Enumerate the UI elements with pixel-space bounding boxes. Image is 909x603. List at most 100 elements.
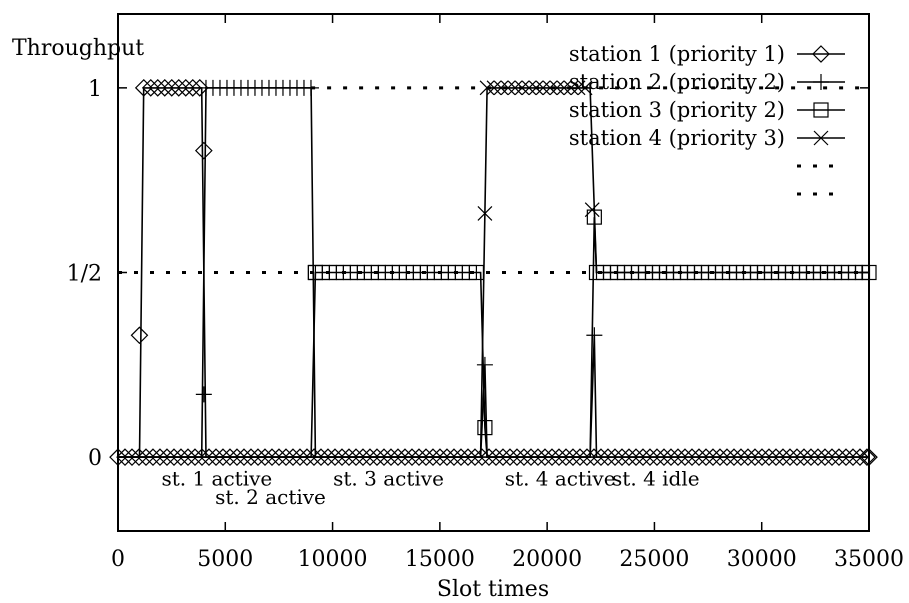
station1-marker-band-zero-49 — [452, 448, 470, 466]
station1-marker-band-zero-69 — [592, 448, 610, 466]
station1-marker-band-zero-81 — [676, 448, 694, 466]
series-markers — [109, 79, 878, 466]
station4-marker-band-high-6 — [521, 80, 537, 96]
station4-marker-band-high-0 — [479, 80, 495, 96]
station1-marker-band-zero-67 — [578, 448, 596, 466]
station1-marker-band-zero-103 — [830, 448, 848, 466]
station4-marker-band-high-4 — [507, 80, 523, 96]
station1-marker-band-zero-51 — [466, 448, 484, 466]
station3-marker-band-a-23 — [468, 264, 485, 281]
station1-marker-band-zero-63 — [550, 448, 568, 466]
station1-marker-band-zero-0 — [109, 448, 127, 466]
station1-marker-band-zero-70 — [599, 448, 617, 466]
station1-marker-band-zero-83 — [690, 448, 708, 466]
station1-marker-band-zero-57 — [508, 448, 526, 466]
station1-marker-band-zero-75 — [634, 448, 652, 466]
station1-marker-band-zero-32 — [333, 448, 351, 466]
station1-marker-band-zero-96 — [781, 448, 799, 466]
station4-marker-band-high-5 — [514, 80, 530, 96]
x-axis-title: Slot times — [437, 577, 549, 602]
station1-marker-band-zero-77 — [648, 448, 666, 466]
station4-marker-band-high-8 — [535, 80, 551, 96]
station1-marker-band-zero-52 — [473, 448, 491, 466]
station1-marker-band-zero-97 — [788, 448, 806, 466]
x-tick-label-6: 30000 — [727, 547, 797, 572]
station1-marker-band-zero-35 — [354, 448, 372, 466]
station1-marker-band-zero-8 — [165, 448, 183, 466]
station1-marker-band-zero-68 — [585, 448, 603, 466]
legend-marker-1 — [813, 74, 829, 90]
station1-marker-band-zero-60 — [529, 448, 547, 466]
station1-marker-band-zero-62 — [543, 448, 561, 466]
station1-marker-band-zero-66 — [571, 448, 589, 466]
station1-marker-band-zero-86 — [711, 448, 729, 466]
station1-marker-band-zero-106 — [851, 448, 869, 466]
station1-marker-band-zero-1 — [116, 448, 134, 466]
station4-marker-band-high-2 — [493, 80, 509, 96]
station1-marker-band-zero-92 — [753, 448, 771, 466]
x-tick-label-1: 5000 — [197, 547, 253, 572]
station1-marker-band-zero-107 — [858, 448, 876, 466]
station1-marker-band-high-3 — [155, 79, 174, 97]
station1-marker-band-zero-98 — [795, 448, 813, 466]
x-tick-label-4: 20000 — [512, 547, 582, 572]
station1-marker-band-zero-36 — [361, 448, 379, 466]
station1-marker-band-zero-94 — [767, 448, 785, 466]
station1-marker-band-zero-80 — [669, 448, 687, 466]
station1-marker-band-high-8 — [190, 79, 209, 97]
station4-marker-band-high-3 — [500, 80, 516, 96]
y-tick-label-0: 0 — [88, 446, 102, 471]
station1-marker-band-zero-9 — [172, 448, 190, 466]
series-1-marker-1 — [476, 356, 493, 373]
station4-marker-band-high-1 — [486, 80, 502, 96]
legend-marker-0 — [812, 45, 830, 63]
series-3-marker-0 — [477, 205, 493, 221]
station1-marker-band-zero-100 — [809, 448, 827, 466]
station1-marker-band-zero-28 — [305, 448, 323, 466]
station1-marker-band-zero-15 — [214, 448, 232, 466]
legend-entry-1: station 2 (priority 2) — [569, 70, 785, 94]
station1-marker-band-zero-46 — [431, 448, 449, 466]
station1-marker-band-zero-59 — [522, 448, 540, 466]
station1-marker-band-zero-105 — [844, 448, 862, 466]
station1-marker-band-zero-101 — [816, 448, 834, 466]
station1-marker-band-zero-3 — [130, 448, 148, 466]
station1-marker-band-high-6 — [176, 79, 195, 97]
annotation-1: st. 3 active — [333, 466, 444, 490]
series-2-marker-0 — [307, 264, 324, 281]
station1-marker-band-zero-54 — [487, 448, 505, 466]
station1-marker-band-zero-61 — [536, 448, 554, 466]
station1-marker-band-zero-50 — [459, 448, 477, 466]
station1-marker-band-zero-7 — [158, 448, 176, 466]
station1-marker-band-zero-76 — [641, 448, 659, 466]
station4-marker-band-high-12 — [563, 80, 579, 96]
station1-marker-band-zero-89 — [732, 448, 750, 466]
series-0-marker-1 — [194, 141, 213, 160]
station1-marker-band-zero-4 — [137, 448, 155, 466]
series-1-marker-0 — [195, 386, 212, 403]
legend-marker-3 — [813, 130, 829, 146]
station1-marker-band-high-4 — [162, 79, 181, 97]
station4-marker-band-high-9 — [542, 80, 558, 96]
station1-marker-band-zero-48 — [445, 448, 463, 466]
station1-marker-band-zero-14 — [207, 448, 225, 466]
station1-marker-band-zero-22 — [263, 448, 281, 466]
station4-marker-band-high-7 — [528, 80, 544, 96]
station1-marker-band-zero-91 — [746, 448, 764, 466]
series-2-marker-1 — [477, 420, 493, 436]
station1-marker-band-zero-88 — [725, 448, 743, 466]
station1-marker-band-high-5 — [169, 79, 188, 97]
station1-marker-band-zero-12 — [193, 448, 211, 466]
station1-marker-band-zero-72 — [613, 448, 631, 466]
station1-marker-band-zero-74 — [627, 448, 645, 466]
legend: station 1 (priority 1) station 2 (priorit… — [569, 42, 845, 196]
station1-marker-band-zero-44 — [417, 448, 435, 466]
station1-marker-band-zero-71 — [606, 448, 624, 466]
series-1-marker-2 — [586, 327, 603, 344]
station1-marker-band-zero-10 — [179, 448, 197, 466]
station1-marker-band-zero-40 — [389, 448, 407, 466]
station1-marker-band-zero-104 — [837, 448, 855, 466]
x-tick-label-7: 35000 — [834, 547, 904, 572]
x-tick-label-0: 0 — [111, 547, 125, 572]
